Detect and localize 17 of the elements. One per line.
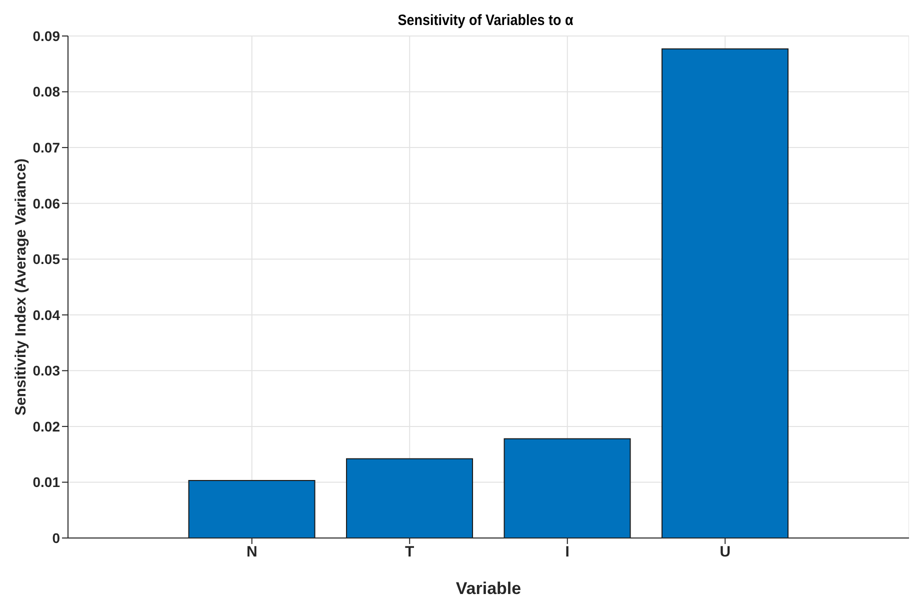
y-tick-label: 0.01: [32, 474, 60, 490]
y-tick-label: 0.02: [32, 418, 60, 434]
x-tick-label: N: [246, 544, 258, 561]
x-tick-label: T: [405, 544, 414, 561]
y-tick-label: 0.08: [32, 84, 60, 100]
y-tick-label: 0.05: [32, 251, 60, 268]
y-axis-title: Sensitivity Index (Average Variance): [12, 158, 30, 416]
x-tick-label: I: [565, 544, 570, 561]
x-axis-title: Variable: [456, 579, 522, 598]
chart-title: Sensitivity of Variables to α: [396, 12, 574, 29]
y-tick-label: 0: [52, 530, 60, 546]
y-tick-label: 0.04: [32, 306, 60, 323]
x-tick-label: U: [720, 544, 731, 561]
y-tick-label: 0.07: [32, 140, 60, 156]
y-tick-label: 0.03: [32, 362, 60, 379]
y-tick-label: 0.06: [32, 195, 60, 212]
y-tick-label: 0.09: [32, 28, 60, 44]
